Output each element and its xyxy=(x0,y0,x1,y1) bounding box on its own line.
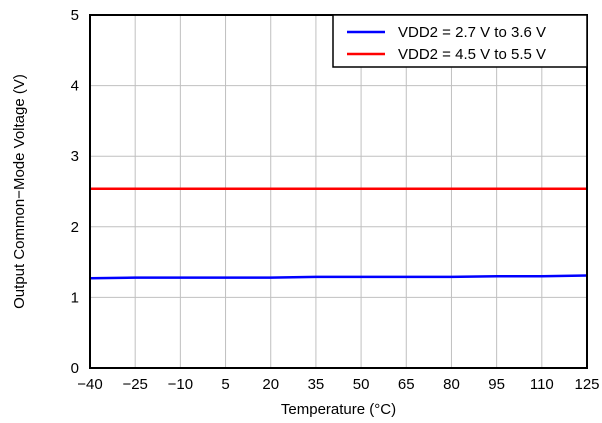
y-tick-label: 1 xyxy=(71,289,79,306)
y-axis-title: Output Common−Mode Voltage (V) xyxy=(11,74,28,309)
grid xyxy=(90,15,587,368)
legend-label: VDD2 = 2.7 V to 3.6 V xyxy=(398,24,546,41)
x-tick-label: −40 xyxy=(77,376,102,393)
y-axis: 0 1 2 3 4 5 xyxy=(71,7,79,377)
y-tick-label: 3 xyxy=(71,148,79,165)
series-layer xyxy=(89,187,588,280)
x-tick-label: 35 xyxy=(308,376,325,393)
legend-label: VDD2 = 4.5 V to 5.5 V xyxy=(398,46,546,63)
x-tick-label: 5 xyxy=(221,376,229,393)
legend: VDD2 = 2.7 V to 3.6 V VDD2 = 4.5 V to 5.5… xyxy=(332,14,588,68)
x-tick-label: 110 xyxy=(530,376,554,393)
y-tick-label: 0 xyxy=(71,360,79,377)
x-tick-label: −25 xyxy=(122,376,147,393)
plot-frame xyxy=(89,14,588,369)
x-axis-title: Temperature (°C) xyxy=(281,401,396,418)
legend-box xyxy=(332,14,588,68)
x-tick-label: 95 xyxy=(488,376,505,393)
y-tick-label: 4 xyxy=(71,78,79,95)
x-tick-label: −10 xyxy=(168,376,193,393)
x-axis: −40 −25 −10 5 20 35 50 65 80 95 110 125 xyxy=(77,376,599,393)
x-tick-label: 65 xyxy=(398,376,415,393)
series-line-1 xyxy=(89,274,588,280)
x-tick-label: 125 xyxy=(574,376,599,393)
x-tick-label: 20 xyxy=(262,376,279,393)
y-tick-label: 2 xyxy=(71,219,79,236)
x-tick-label: 50 xyxy=(353,376,370,393)
x-tick-label: 80 xyxy=(443,376,460,393)
y-tick-label: 5 xyxy=(71,7,79,24)
